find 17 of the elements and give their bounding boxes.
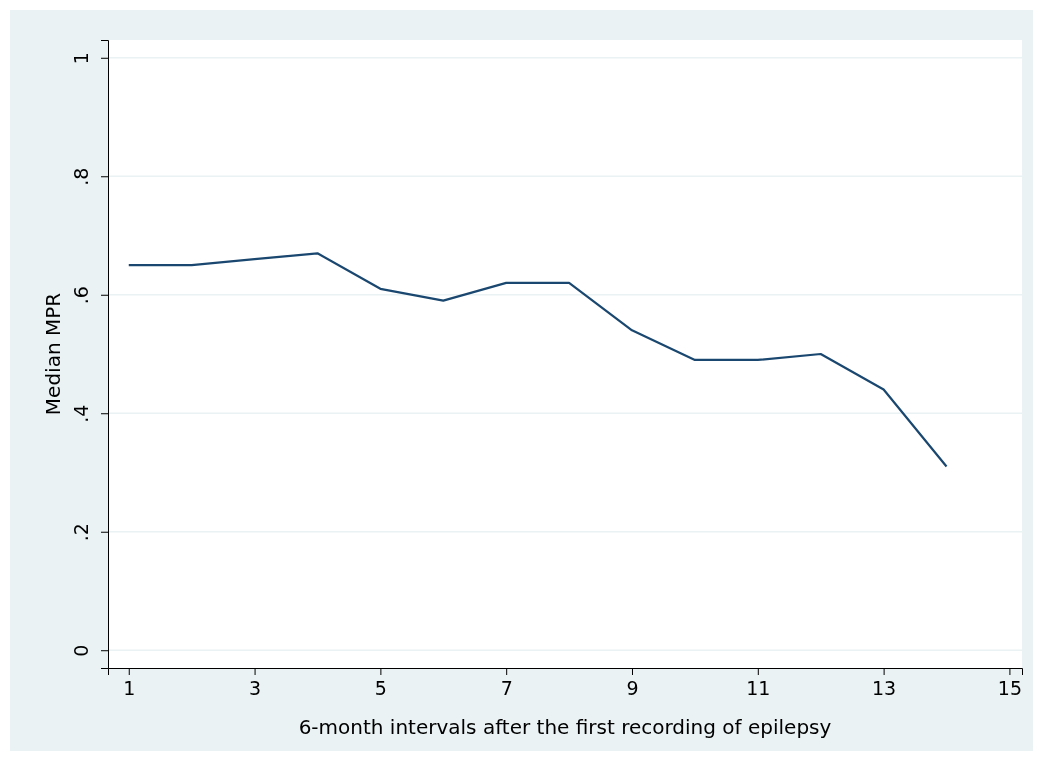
y-axis-title: Median MPR	[41, 292, 65, 416]
y-tick-label: 1	[70, 52, 92, 65]
x-tick-label: 5	[374, 677, 387, 700]
x-tick-label: 11	[746, 677, 771, 700]
x-tick-label: 9	[626, 677, 639, 700]
y-tick-label: .8	[70, 167, 92, 186]
line-series	[127, 252, 948, 468]
x-tick-label: 1	[123, 677, 136, 700]
y-tick-label: .4	[70, 404, 92, 423]
y-tick-label: 0	[70, 644, 92, 657]
x-axis-title: 6-month intervals after the first recording of epilepsy	[298, 715, 832, 739]
y-tick-label: .6	[70, 286, 92, 305]
y-tick-label: .2	[70, 523, 92, 542]
x-tick-label: 15	[997, 677, 1023, 700]
x-tick-label: 13	[872, 677, 897, 700]
x-tick-label: 3	[249, 677, 262, 700]
x-tick-label: 7	[500, 677, 513, 700]
